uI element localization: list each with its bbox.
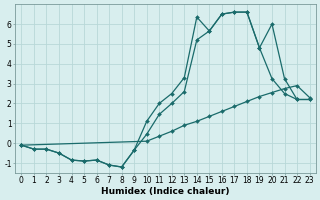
X-axis label: Humidex (Indice chaleur): Humidex (Indice chaleur) bbox=[101, 187, 230, 196]
